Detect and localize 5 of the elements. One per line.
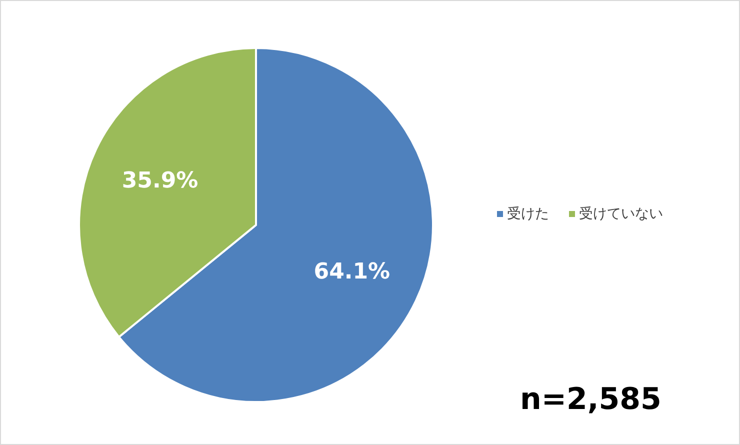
legend-label: 受けていない [579,206,663,222]
text: n=2,585 [520,382,662,417]
data-label: 64.1% [314,260,390,285]
data-label: 35.9% [122,168,198,194]
legend-label: 受けた [507,206,549,222]
